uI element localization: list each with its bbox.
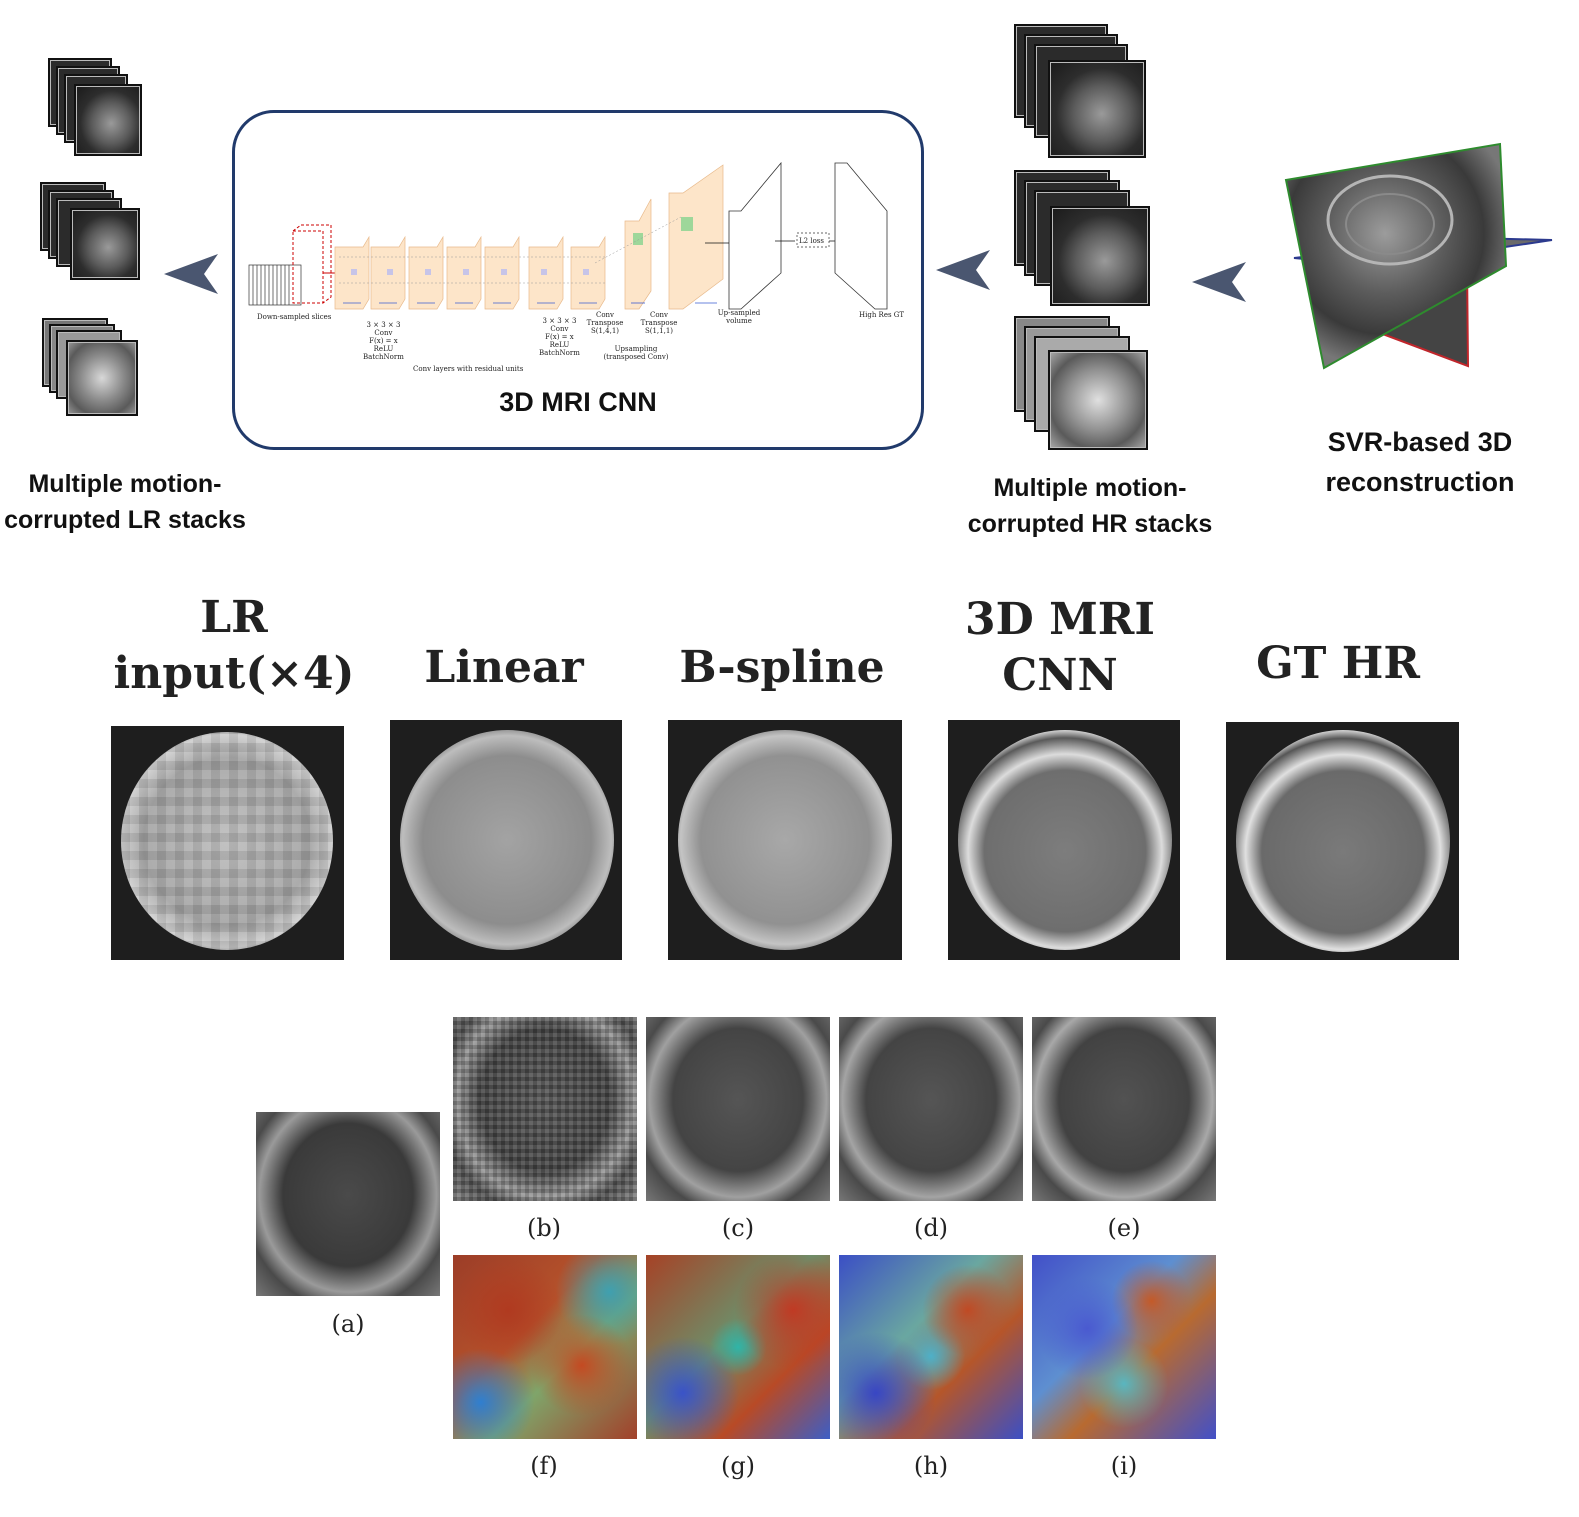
subfigure-a-image — [256, 1112, 440, 1296]
title-lr-input-line2: input(×4) — [113, 648, 355, 699]
conv-block-line: Conv — [374, 329, 393, 337]
conv-block-line: BatchNorm — [539, 349, 580, 357]
subfigure-a-label: (a) — [331, 1310, 365, 1338]
panel-gt-hr — [1226, 722, 1459, 960]
arrow-cnn-to-hr — [936, 250, 990, 290]
title-3d-mri-cnn-line1: 3D MRI — [965, 594, 1155, 645]
subfigure-i-heatmap — [1032, 1255, 1216, 1439]
subfigure-b-image — [453, 1017, 637, 1201]
loss-label: L2 loss — [799, 237, 824, 245]
subfigure-i-label: (i) — [1110, 1452, 1138, 1480]
conv-block-line: F(x) = x — [369, 337, 398, 345]
title-bspline-line1: B-spline — [679, 642, 885, 693]
cnn-title: 3D MRI CNN — [499, 387, 657, 417]
upsampled-volume-label: Up-sampled volume — [717, 309, 761, 325]
subfigure-c-image — [646, 1017, 830, 1201]
conv-block-line: ReLU — [549, 341, 570, 349]
title-3d-mri-cnn-line2: CNN — [1002, 650, 1118, 701]
panel-bspline — [668, 720, 902, 960]
title-gt-hr-line1: GT HR — [1256, 638, 1420, 689]
hr-caption: Multiple motion- corrupted HR stacks — [960, 470, 1220, 542]
svr-caption-line2: reconstruction — [1325, 467, 1515, 497]
subfigure-g-label: (g) — [720, 1452, 756, 1480]
subfigure-g-heatmap — [646, 1255, 830, 1439]
svr-caption-line1: SVR-based 3D — [1327, 427, 1513, 457]
cnn-box: Down-sampled slices 3 × 3 × 3 Conv F(x) … — [232, 110, 924, 450]
high-res-volume — [834, 162, 888, 310]
subfigure-d-label: (d) — [913, 1214, 949, 1242]
conv-block-line: 3 × 3 × 3 — [366, 321, 401, 329]
panel-3d-mri-cnn — [948, 720, 1180, 960]
conv-block-line: Conv — [550, 325, 569, 333]
subfigure-h-heatmap — [839, 1255, 1023, 1439]
arrow-hr-to-svr — [1192, 262, 1246, 302]
subfigure-f-heatmap — [453, 1255, 637, 1439]
loss-box — [796, 232, 830, 248]
title-3d-mri-cnn: 3D MRI CNN — [930, 592, 1190, 704]
network-diagram — [248, 161, 888, 310]
subfigure-d-image — [839, 1017, 1023, 1201]
downsampled-label: Down-sampled slices — [257, 313, 332, 321]
panel-linear — [390, 720, 622, 960]
lr-caption: Multiple motion- corrupted LR stacks — [0, 466, 250, 538]
conv-layers-label: Conv layers with residual units — [413, 365, 524, 373]
title-linear: Linear — [374, 640, 634, 696]
svr-caption: SVR-based 3D reconstruction — [1290, 422, 1550, 502]
upsampled-volume — [728, 161, 782, 310]
conv-block-line: ReLU — [373, 345, 394, 353]
hr-caption-line2: corrupted HR stacks — [967, 510, 1213, 538]
subfigure-e-image — [1032, 1017, 1216, 1201]
arrow-lr-to-cnn — [164, 254, 218, 294]
title-bspline: B-spline — [652, 640, 912, 696]
subfigure-h-label: (h) — [913, 1452, 949, 1480]
upsampling-label: Upsampling (transposed Conv) — [603, 345, 669, 361]
conv-layers — [334, 164, 724, 310]
conv-block-line: 3 × 3 × 3 — [542, 317, 577, 325]
conv-block2-label: 3 × 3 × 3 Conv F(x) = x ReLU BatchNorm — [539, 317, 580, 357]
subfigure-e-label: (e) — [1107, 1214, 1141, 1242]
conv-block-line: F(x) = x — [545, 333, 574, 341]
svr-3d-reconstruction — [1284, 142, 1553, 370]
lr-caption-line2: corrupted LR stacks — [4, 506, 246, 534]
hr-caption-line1: Multiple motion- — [993, 474, 1187, 502]
downsampled-slices-icon — [248, 224, 335, 306]
title-linear-line1: Linear — [424, 642, 584, 693]
title-lr-input: LR input(×4) — [94, 590, 374, 702]
subfigure-c-label: (c) — [721, 1214, 755, 1242]
conv-block-label: 3 × 3 × 3 Conv F(x) = x ReLU BatchNorm — [363, 321, 404, 361]
subfigure-b-label: (b) — [526, 1214, 562, 1242]
conv-block-line: BatchNorm — [363, 353, 404, 361]
lr-caption-line1: Multiple motion- — [28, 470, 222, 498]
title-lr-input-line1: LR — [200, 592, 268, 643]
upsample-label-2: Conv Transpose S(1,1,1) — [640, 311, 678, 335]
upsample-label-1: Conv Transpose S(1,4,1) — [586, 311, 624, 335]
title-gt-hr: GT HR — [1208, 636, 1468, 692]
panel-lr-input — [111, 726, 344, 960]
subfigure-f-label: (f) — [530, 1452, 558, 1480]
high-res-label: High Res GT — [859, 311, 905, 319]
